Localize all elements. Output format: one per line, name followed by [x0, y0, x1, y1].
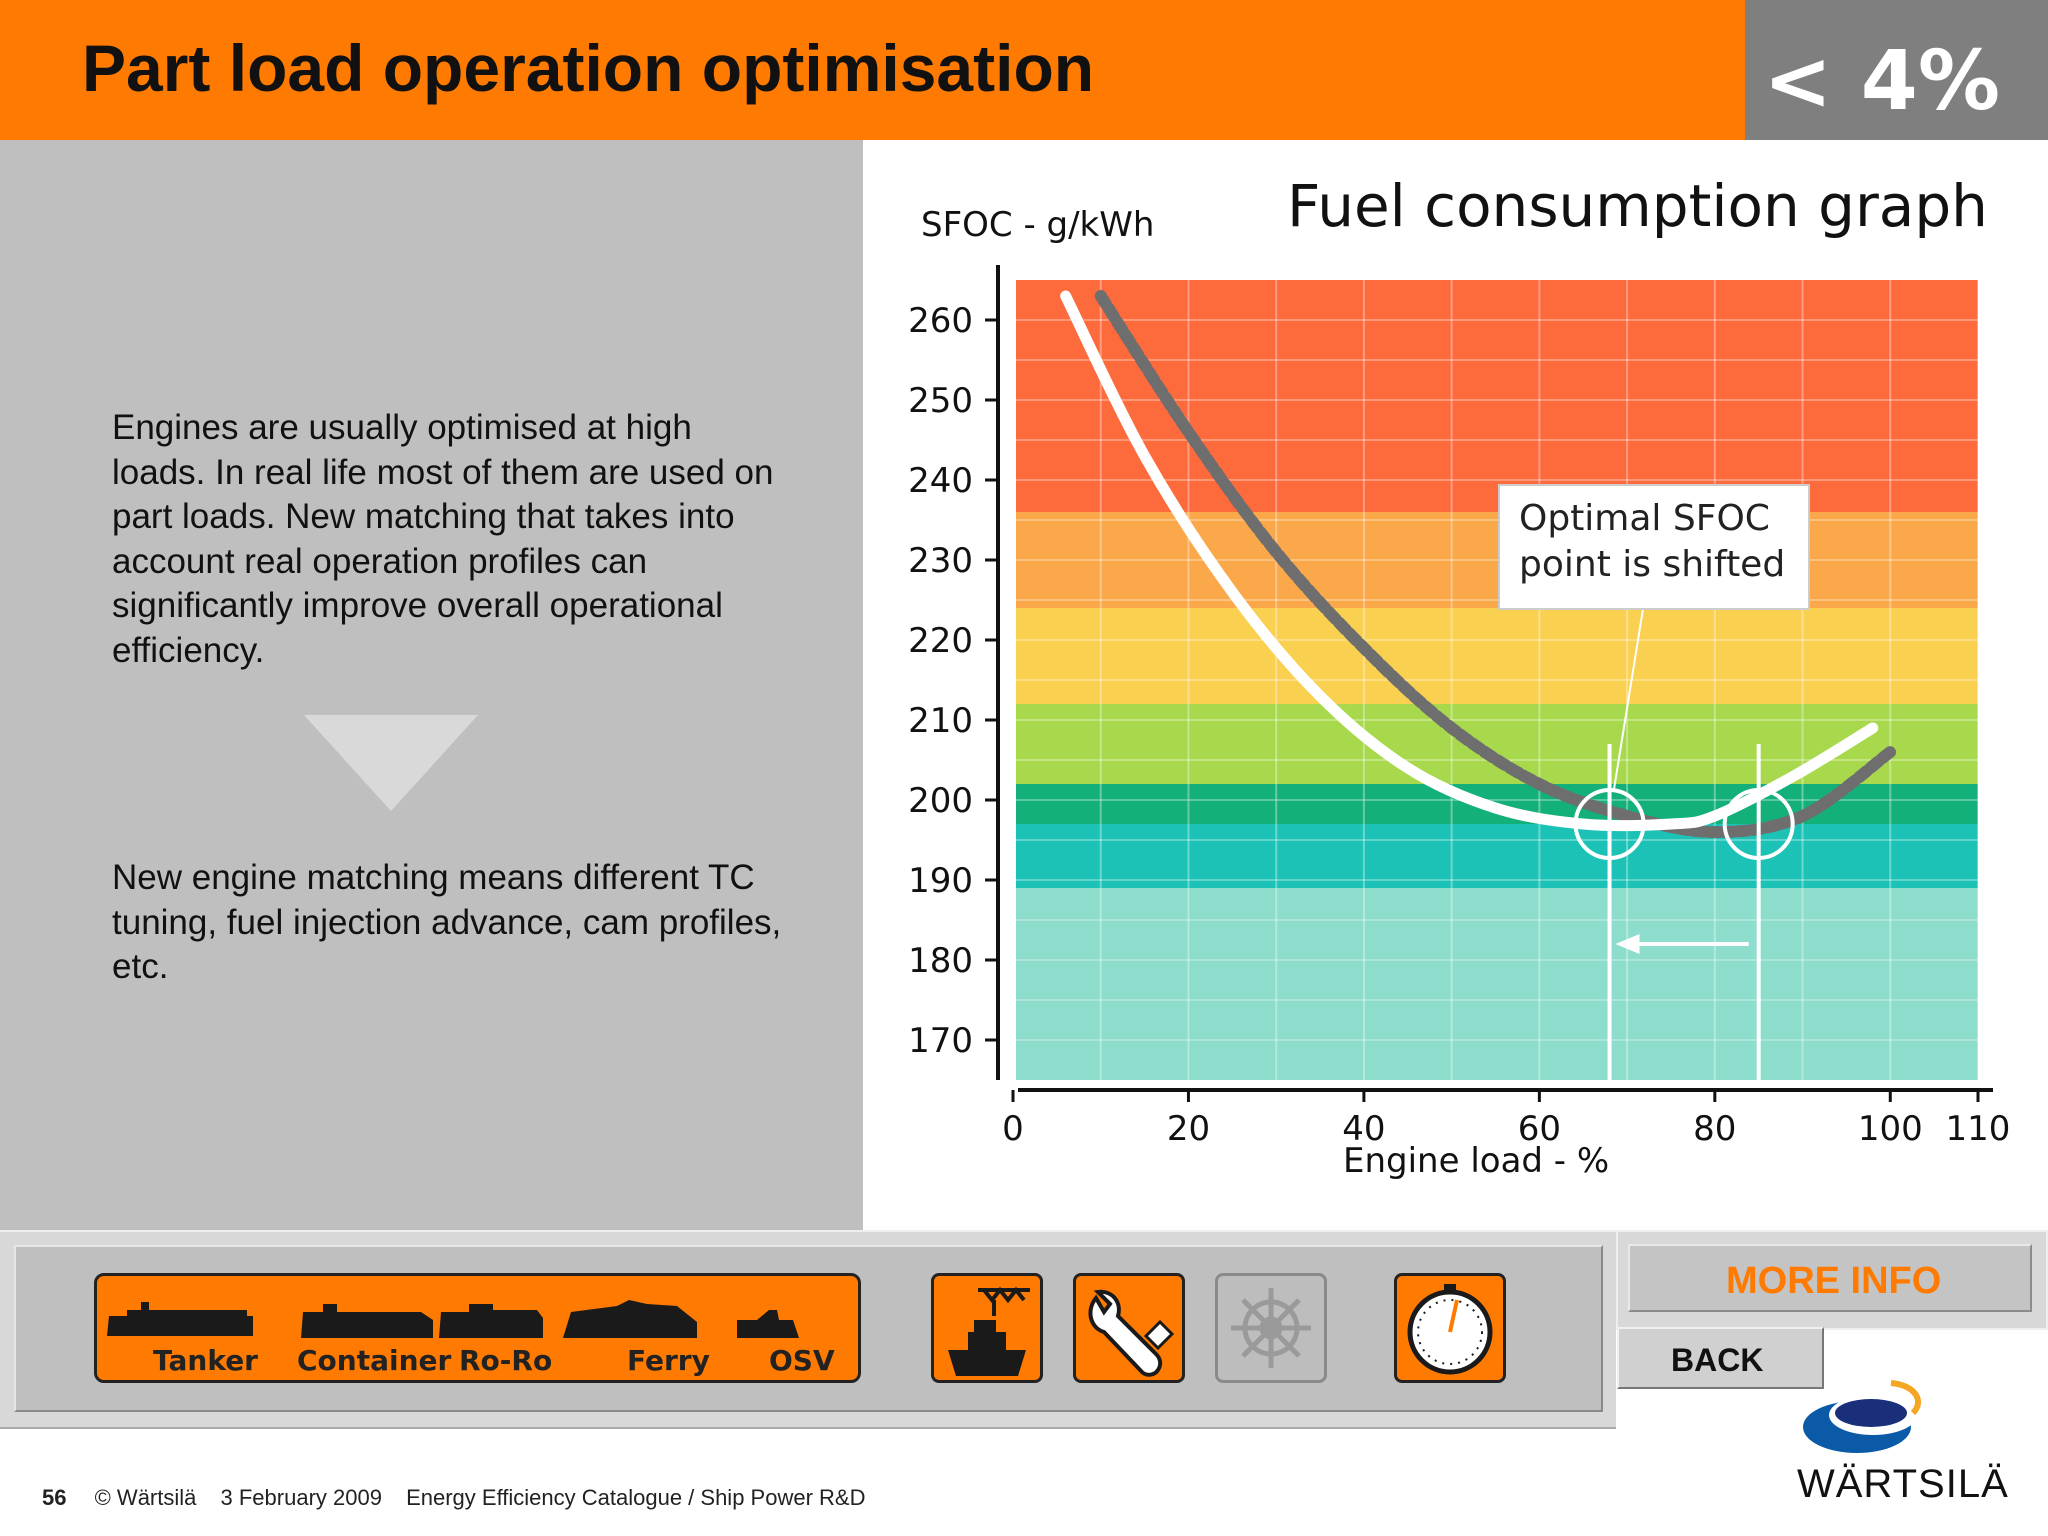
- sfoc-band-1: [1016, 512, 1978, 608]
- wartsila-logo-text: WÄRTSILÄ: [1797, 1462, 2009, 1506]
- annotation-leader-line: [1612, 608, 1644, 793]
- ship-osv-label[interactable]: OSV: [769, 1344, 835, 1377]
- y-tick-label: 210: [908, 701, 973, 741]
- sfoc-band-0: [1016, 280, 1978, 512]
- x-tick-label: 110: [1946, 1109, 2011, 1149]
- description-paragraph-2: New engine matching means different TC t…: [112, 858, 782, 986]
- sfoc-band-3: [1016, 704, 1978, 784]
- x-tick-label: 40: [1342, 1109, 1385, 1149]
- port-crane-ship-button[interactable]: [931, 1273, 1043, 1383]
- ship-tanker-label[interactable]: Tanker: [153, 1344, 258, 1377]
- chart-title: Fuel consumption graph: [1287, 172, 1988, 240]
- ship-wheel-icon: [1231, 1288, 1311, 1368]
- more-info-button[interactable]: MORE INFO: [1628, 1244, 2032, 1312]
- ship-roro-label[interactable]: Ro-Ro: [459, 1344, 553, 1377]
- fuel-consumption-chart: 260 250 240 230 220 210 200 190 180 170 0 20 40 60 80 1…: [908, 172, 2011, 1181]
- more-info-label: MORE INFO: [1726, 1260, 1942, 1302]
- back-label: BACK: [1671, 1342, 1764, 1378]
- ship-type-selector[interactable]: Tanker Container Ro-Ro Ferry OSV: [94, 1273, 861, 1383]
- y-tick-label: 180: [908, 941, 973, 981]
- back-button[interactable]: BACK: [1617, 1327, 1824, 1389]
- ship-silhouettes-icon: [107, 1300, 799, 1338]
- optimal-point-marker: [1722, 788, 1795, 860]
- footer: 56 © Wärtsilä 3 February 2009 Energy Eff…: [42, 1485, 883, 1511]
- y-tick-label: 240: [908, 461, 973, 501]
- savings-badge-value: < 4%: [1763, 34, 2000, 129]
- annotation-line-2: point is shifted: [1519, 544, 1785, 585]
- y-tick-label: 220: [908, 621, 973, 661]
- copyright: © Wärtsilä: [94, 1485, 197, 1510]
- y-tick-label: 200: [908, 781, 973, 821]
- ship-ferry-label[interactable]: Ferry: [627, 1344, 710, 1377]
- stopwatch-button[interactable]: [1394, 1273, 1506, 1383]
- y-tick-label: 230: [908, 541, 973, 581]
- y-tick-label: 170: [908, 1021, 973, 1061]
- down-arrow-icon: [304, 715, 478, 811]
- footer-source: Energy Efficiency Catalogue / Ship Power…: [406, 1485, 866, 1510]
- page-number: 56: [42, 1485, 67, 1510]
- annotation-box: Optimal SFOC point is shifted: [1498, 484, 1810, 610]
- shift-arrow-head-icon: [1615, 934, 1640, 954]
- x-tick-label: 60: [1518, 1109, 1561, 1149]
- sfoc-band-6: [1016, 888, 1978, 1080]
- sfoc-band-5: [1016, 824, 1978, 888]
- ship-container-label[interactable]: Container: [297, 1344, 452, 1377]
- annotation-line-1: Optimal SFOC: [1519, 498, 1770, 539]
- port-crane-ship-icon: [948, 1286, 1030, 1376]
- y-tick-label: 190: [908, 861, 973, 901]
- x-tick-label: 100: [1858, 1109, 1923, 1149]
- optimal-point-marker: [1573, 788, 1646, 860]
- x-tick-label: 0: [1002, 1109, 1024, 1149]
- sfoc-band-2: [1016, 608, 1978, 704]
- x-tick-label: 20: [1167, 1109, 1210, 1149]
- maintenance-button[interactable]: [1073, 1273, 1185, 1383]
- y-tick-label: 250: [908, 381, 973, 421]
- y-axis-label: SFOC - g/kWh: [921, 205, 1154, 245]
- header-bar: Part load operation optimisation: [0, 0, 1745, 140]
- x-axis-label: Engine load - %: [1343, 1141, 1609, 1181]
- ship-wheel-button[interactable]: [1215, 1273, 1327, 1383]
- savings-badge: < 4%: [1745, 0, 2048, 140]
- description-paragraph-1: Engines are usually optimised at high lo…: [112, 408, 774, 670]
- description-panel: [0, 140, 863, 1230]
- sfoc-curve-original: [1094, 290, 1897, 839]
- footer-date: 3 February 2009: [220, 1485, 382, 1510]
- x-tick-label: 80: [1693, 1109, 1736, 1149]
- page-title: Part load operation optimisation: [82, 31, 1095, 105]
- stopwatch-icon: [1407, 1284, 1493, 1375]
- wrench-icon: [1088, 1289, 1175, 1377]
- wartsila-logo-icon: [1803, 1380, 1921, 1453]
- y-tick-label: 260: [908, 301, 973, 341]
